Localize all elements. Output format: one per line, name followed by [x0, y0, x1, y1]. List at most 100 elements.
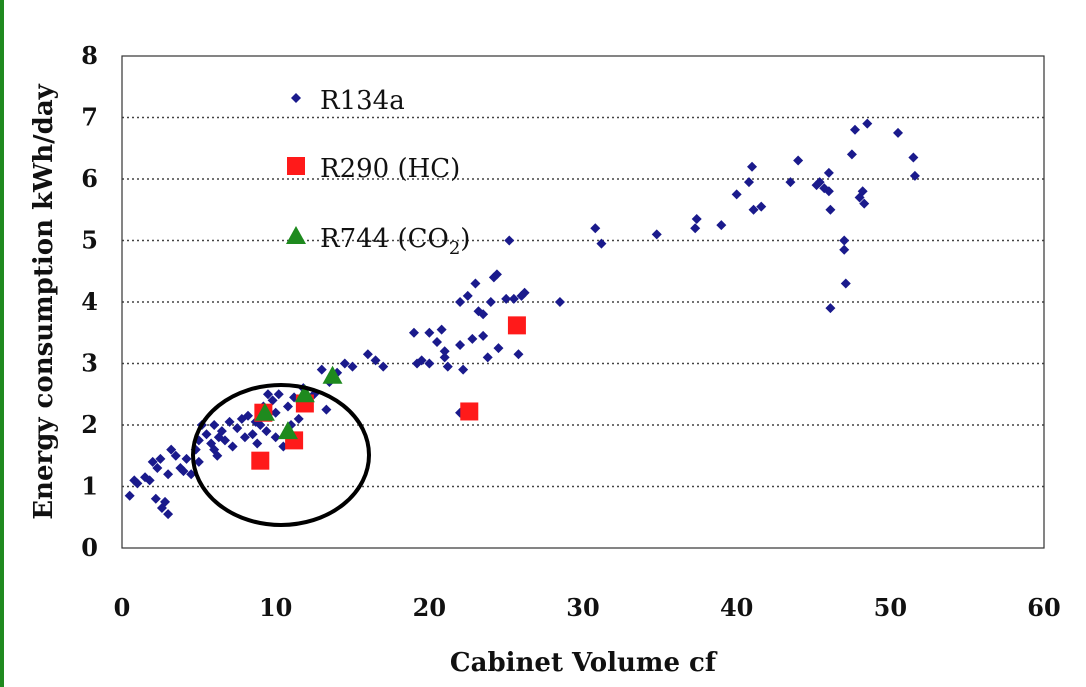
r744-point: [294, 384, 315, 403]
r134a-point: [756, 201, 767, 212]
r134a-point: [178, 466, 189, 477]
r134a-point: [439, 346, 450, 357]
r134a-point: [893, 127, 904, 138]
r134a-point: [163, 509, 174, 520]
y-tick-label: 6: [81, 164, 98, 193]
r744-point: [322, 365, 343, 384]
r134a-point: [132, 478, 143, 489]
r134a-point: [155, 453, 166, 464]
r134a-point: [840, 278, 851, 289]
x-tick-label: 10: [259, 593, 292, 622]
r134a-point: [282, 401, 293, 412]
r134a-point: [219, 435, 230, 446]
r744-point: [277, 421, 298, 440]
r134a-point: [493, 343, 504, 354]
legend-label: R744 (CO2): [320, 224, 470, 259]
r134a-point: [691, 213, 702, 224]
x-tick-label: 40: [720, 593, 753, 622]
r134a-point: [825, 303, 836, 314]
r134a-point: [485, 297, 496, 307]
r134a-point: [743, 177, 754, 188]
r134a-point: [455, 297, 466, 307]
r134a-point: [339, 358, 350, 369]
y-tick-label: 3: [81, 349, 98, 378]
r134a-point: [908, 152, 919, 163]
r134a-point: [590, 223, 601, 234]
x-tick-label: 20: [413, 593, 446, 622]
r134a-point: [424, 327, 435, 338]
r134a-point: [825, 204, 836, 215]
r134a-point: [150, 493, 161, 504]
r134a-point: [748, 204, 759, 215]
r134a-point: [436, 324, 447, 335]
legend-label: R134a: [320, 86, 405, 116]
r290-point: [507, 316, 526, 335]
tick-labels: 0 1 2 3 4 5 6 7 8 0 10 20 30 40 50 60: [81, 41, 1060, 622]
r134a-point: [252, 438, 263, 449]
r134a-point: [823, 167, 834, 178]
r134a-point: [458, 364, 469, 375]
r134a-point: [273, 389, 284, 400]
r134a-point: [247, 429, 258, 440]
r134a-point: [239, 432, 250, 443]
r134a-point: [347, 361, 358, 372]
r134a-point: [201, 429, 212, 440]
r134a-point: [478, 330, 489, 341]
r134a-point: [839, 244, 850, 255]
r134a-point: [243, 410, 254, 421]
r134a-point: [416, 355, 427, 366]
r134a-point: [467, 333, 478, 344]
r134a-point: [227, 441, 238, 452]
r134a-point: [442, 361, 453, 372]
r134a-point: [170, 450, 181, 461]
r134a-point: [731, 189, 742, 200]
r134a-point: [261, 426, 272, 437]
r290-point: [251, 451, 270, 470]
r134a-point: [362, 349, 373, 360]
r134a-point: [508, 293, 519, 304]
r134a-point: [432, 336, 443, 347]
highlight-circle: [191, 383, 371, 527]
r134a-point: [378, 361, 389, 372]
legend-marker-r290: [287, 157, 305, 175]
legend-marker-r744: [286, 226, 306, 244]
r134a-point: [267, 395, 278, 406]
scatter-chart: 0 1 2 3 4 5 6 7 8 0 10 20 30 40 50 60 R134a R290 (HC) R74…: [29, 41, 1061, 678]
r134a-point: [849, 124, 860, 135]
r134a-point: [293, 413, 304, 424]
r134a-point: [859, 198, 870, 209]
r134a-point: [862, 118, 873, 129]
x-tick-label: 60: [1027, 593, 1060, 622]
data-points: [124, 118, 920, 520]
y-tick-label: 4: [81, 287, 98, 316]
r134a-point: [144, 475, 155, 486]
r134a-point: [839, 235, 850, 246]
r134a-point: [470, 278, 481, 289]
r134a-point: [823, 186, 834, 197]
r134a-point: [651, 229, 662, 240]
r134a-point: [408, 327, 419, 338]
r134a-point: [152, 463, 163, 474]
legend-marker-r134a: [291, 93, 301, 103]
r134a-point: [504, 235, 515, 246]
r134a-point: [519, 287, 530, 298]
r134a-point: [439, 352, 450, 363]
r134a-point: [554, 297, 565, 307]
r134a-point: [224, 416, 235, 427]
r134a-point: [793, 155, 804, 166]
r134a-point: [212, 450, 223, 461]
r134a-point: [232, 423, 243, 434]
r134a-point: [909, 170, 920, 181]
r134a-point: [857, 186, 868, 197]
y-tick-label: 0: [81, 533, 98, 562]
r134a-point: [455, 340, 466, 351]
r134a-point: [193, 456, 204, 467]
r134a-point: [482, 352, 493, 363]
r134a-point: [262, 389, 273, 400]
x-tick-label: 0: [114, 593, 131, 622]
r134a-point: [270, 407, 281, 418]
y-tick-label: 2: [81, 410, 98, 439]
r134a-point: [814, 177, 825, 188]
r134a-point: [747, 161, 758, 172]
